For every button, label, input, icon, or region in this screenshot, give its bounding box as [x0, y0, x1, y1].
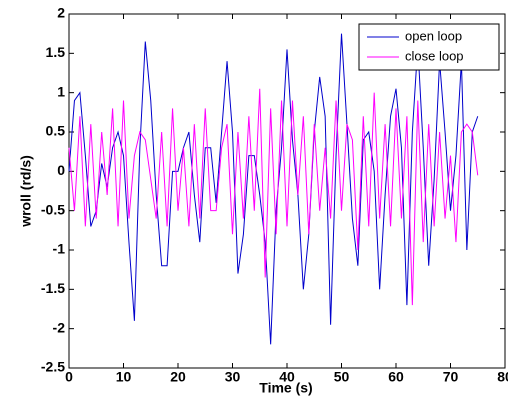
x-axis-label: Time (s) [259, 380, 312, 396]
y-tick-label: 2 [57, 5, 65, 21]
x-tick-label: 60 [388, 369, 404, 385]
y-tick-label: 1.5 [46, 44, 66, 60]
y-tick-label: 0.5 [46, 123, 66, 139]
x-tick-label: 40 [279, 369, 295, 385]
y-tick-label: -0.5 [41, 201, 65, 217]
data-line [68, 88, 479, 306]
x-tick-label: 0 [65, 369, 73, 385]
y-tick-label: 1 [57, 83, 65, 99]
x-tick-label: 20 [170, 369, 186, 385]
y-tick-label: -1.5 [41, 280, 65, 296]
x-tick-label: 30 [225, 369, 241, 385]
y-tick-label: 0 [57, 162, 65, 178]
x-tick-label: 80 [497, 369, 508, 385]
x-tick-label: 50 [334, 369, 350, 385]
y-axis-label: wroll (rd/s) [18, 155, 34, 228]
x-tick-label: 70 [443, 369, 459, 385]
legend [358, 23, 500, 71]
x-tick-label: 10 [116, 369, 132, 385]
legend-label: close loop [405, 48, 464, 63]
y-tick-label: -2 [53, 319, 66, 335]
y-tick-label: -1 [53, 241, 66, 257]
y-tick-label: -2.5 [41, 359, 65, 375]
legend-label: open loop [405, 28, 462, 43]
